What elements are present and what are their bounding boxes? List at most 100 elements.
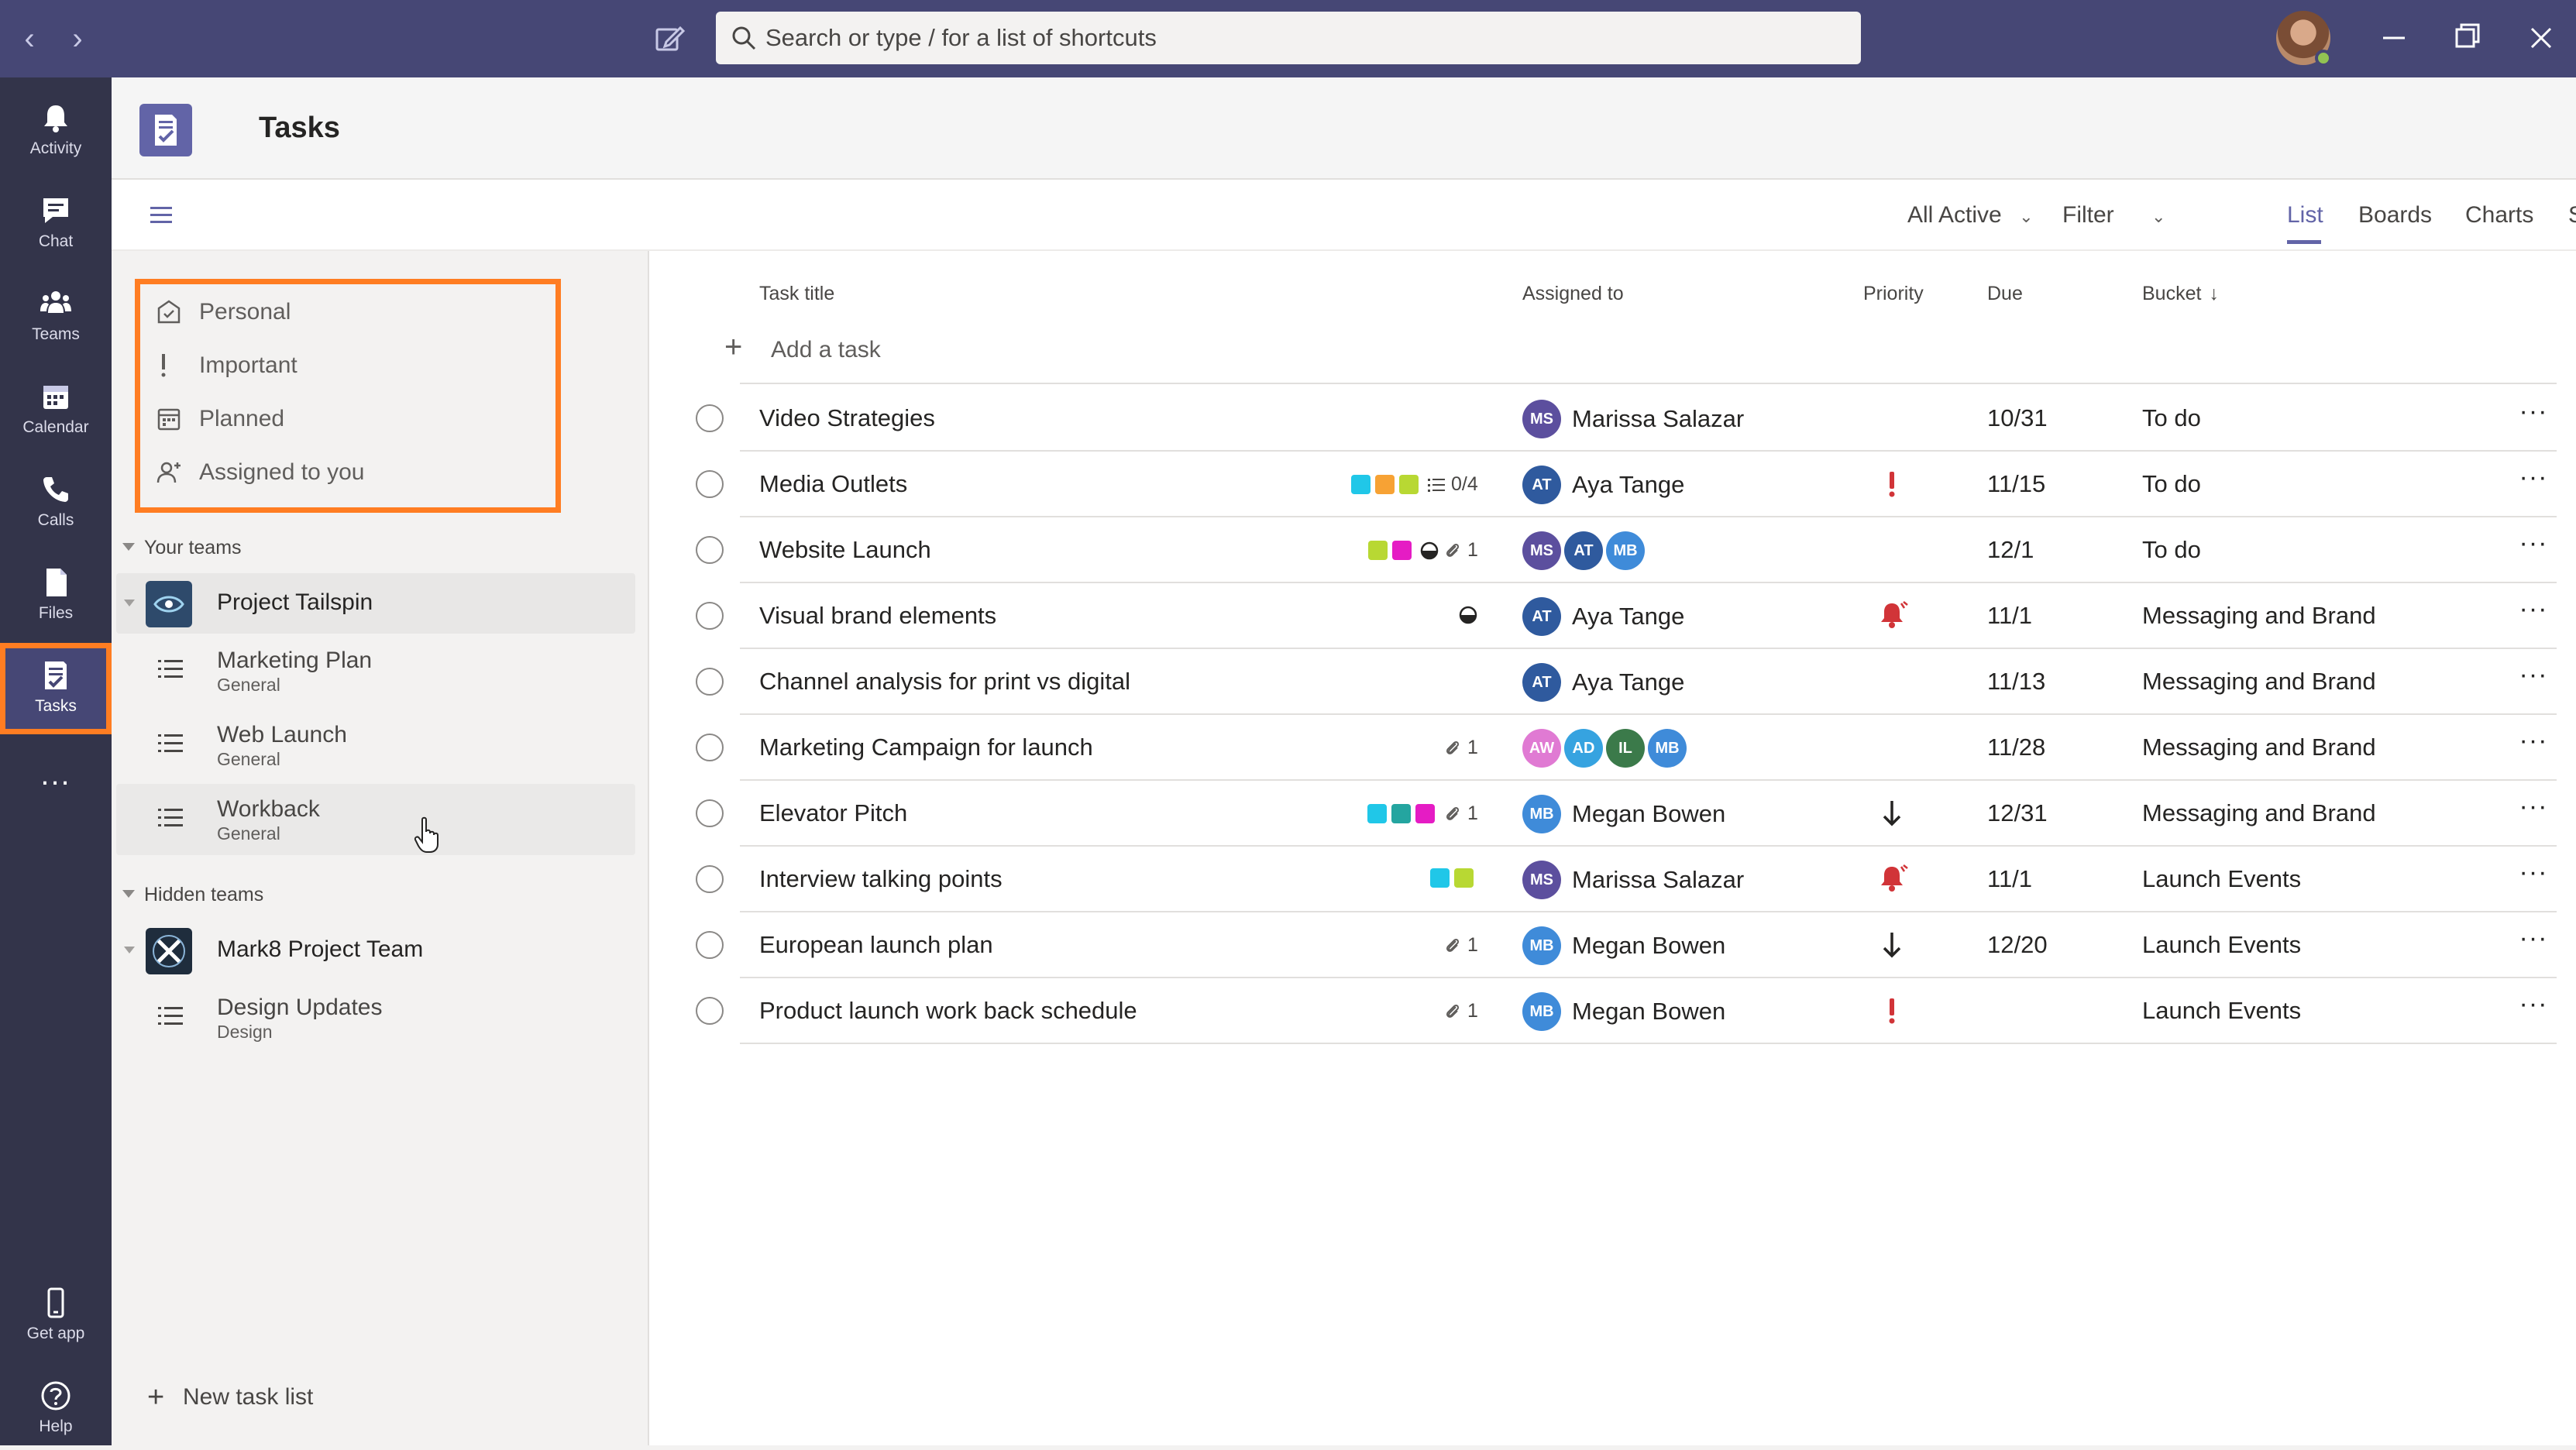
bucket-name[interactable]: Messaging and Brand (2142, 799, 2376, 826)
complete-checkbox[interactable] (696, 865, 724, 893)
list-workback[interactable]: Workback General (116, 784, 635, 855)
profile-avatar[interactable] (2276, 11, 2332, 67)
more-options-icon[interactable]: ··· (2519, 726, 2548, 755)
list-design-updates[interactable]: Design Updates Design (116, 982, 635, 1053)
assignees[interactable]: MB Megan Bowen (1522, 926, 1725, 965)
complete-checkbox[interactable] (696, 404, 724, 432)
task-row-product-launch-work-back-schedule[interactable]: Product launch work back schedule 1 MB Mega… (651, 978, 2557, 1044)
search-box[interactable] (716, 12, 1861, 64)
team-project-tailspin[interactable]: Project Tailspin (116, 573, 635, 634)
task-title[interactable]: Product launch work back schedule (759, 997, 1137, 1024)
complete-checkbox[interactable] (696, 997, 724, 1025)
complete-checkbox[interactable] (696, 602, 724, 630)
task-title[interactable]: Channel analysis for print vs digital (759, 668, 1131, 695)
rail-item-calendar[interactable]: Calendar (0, 364, 112, 455)
more-options-icon[interactable]: ··· (2519, 857, 2548, 887)
complete-checkbox[interactable] (696, 734, 724, 761)
column-header-due[interactable]: Due (1987, 283, 2023, 304)
more-apps-icon[interactable]: ... (40, 758, 71, 792)
rail-item-activity[interactable]: Activity (0, 85, 112, 177)
due-date[interactable]: 11/1 (1987, 602, 2033, 629)
task-title[interactable]: Interview talking points (759, 865, 1003, 892)
more-options-icon[interactable]: ··· (2519, 594, 2548, 624)
column-header-priority[interactable]: Priority (1863, 283, 1924, 304)
close-icon[interactable] (2518, 12, 2564, 64)
task-row-elevator-pitch[interactable]: Elevator Pitch 1 MB Megan Bowen 12/31 Messagi… (651, 781, 2557, 847)
add-task-row[interactable]: + Add a task (724, 314, 2557, 384)
due-date[interactable]: 12/31 (1987, 799, 2048, 826)
complete-checkbox[interactable] (696, 931, 724, 959)
compose-icon[interactable] (649, 19, 690, 59)
tab-schedule[interactable]: Schedule (2568, 200, 2576, 231)
due-date[interactable]: 12/20 (1987, 931, 2048, 958)
tab-list[interactable]: List (2287, 202, 2323, 228)
complete-checkbox[interactable] (696, 536, 724, 564)
rail-item-tasks[interactable]: Tasks (0, 643, 112, 734)
smart-list-personal[interactable]: Personal (156, 286, 543, 337)
smart-list-planned[interactable]: Planned (156, 393, 543, 444)
back-arrow-icon[interactable]: ‹ (24, 22, 35, 56)
your-teams-section[interactable]: Your teams (122, 534, 242, 561)
rail-item-get-app[interactable]: Get app (0, 1270, 112, 1362)
task-title[interactable]: European launch plan (759, 931, 993, 958)
tab-boards[interactable]: Boards (2358, 202, 2433, 228)
bucket-name[interactable]: To do (2142, 536, 2201, 563)
more-options-icon[interactable]: ··· (2519, 397, 2548, 426)
bucket-name[interactable]: Launch Events (2142, 931, 2302, 958)
bucket-name[interactable]: Messaging and Brand (2142, 668, 2376, 695)
assignees[interactable]: AT Aya Tange (1522, 663, 1684, 702)
hamburger-menu-icon[interactable] (146, 203, 177, 228)
more-options-icon[interactable]: ··· (2519, 660, 2548, 689)
column-header-title[interactable]: Task title (759, 283, 835, 304)
task-row-video-strategies[interactable]: Video Strategies MS Marissa Salazar 10/31 To… (651, 386, 2557, 452)
more-options-icon[interactable]: ··· (2519, 792, 2548, 821)
due-date[interactable]: 11/15 (1987, 470, 2046, 497)
task-row-interview-talking-points[interactable]: Interview talking points MS Marissa Salaza… (651, 847, 2557, 912)
column-header-assigned[interactable]: Assigned to (1522, 283, 1624, 304)
more-options-icon[interactable]: ··· (2519, 528, 2548, 558)
task-title[interactable]: Video Strategies (759, 404, 935, 431)
assignees[interactable]: AT Aya Tange (1522, 597, 1684, 636)
due-date[interactable]: 12/1 (1987, 536, 2034, 563)
assignees[interactable]: MS AT MB (1522, 531, 1648, 570)
due-date[interactable]: 11/1 (1987, 865, 2033, 892)
task-title[interactable]: Media Outlets (759, 470, 908, 497)
due-date[interactable]: 10/31 (1987, 404, 2048, 431)
column-header-bucket[interactable]: Bucket ↓ (2142, 280, 2219, 307)
more-options-icon[interactable]: ··· (2519, 923, 2548, 953)
more-options-icon[interactable]: ··· (2519, 989, 2548, 1019)
assignees[interactable]: AT Aya Tange (1522, 466, 1684, 504)
assignees[interactable]: MS Marissa Salazar (1522, 861, 1744, 899)
bucket-name[interactable]: Messaging and Brand (2142, 734, 2376, 761)
list-marketing-plan[interactable]: Marketing Plan General (116, 635, 635, 706)
assignees[interactable]: MB Megan Bowen (1522, 795, 1725, 833)
task-row-website-launch[interactable]: Website Launch 1 MS AT MB 12/1 To do ··· (651, 517, 2557, 583)
task-row-media-outlets[interactable]: Media Outlets 0/4 AT Aya Tange 11/15 To do ··· (651, 452, 2557, 517)
task-row-european-launch-plan[interactable]: European launch plan 1 MB Megan Bowen 12/20 L… (651, 912, 2557, 978)
task-title[interactable]: Elevator Pitch (759, 799, 908, 826)
more-options-icon[interactable]: ··· (2519, 462, 2548, 492)
due-date[interactable]: 11/28 (1987, 734, 2046, 761)
tab-charts[interactable]: Charts (2465, 202, 2534, 228)
restore-icon[interactable] (2444, 12, 2491, 64)
smart-list-assigned-to-you[interactable]: Assigned to you (156, 446, 543, 497)
forward-arrow-icon[interactable]: › (72, 22, 83, 56)
hidden-teams-section[interactable]: Hidden teams (122, 881, 263, 908)
task-row-marketing-campaign-for-launch[interactable]: Marketing Campaign for launch 1 AW AD IL MB 11… (651, 715, 2557, 781)
bucket-name[interactable]: To do (2142, 404, 2201, 431)
complete-checkbox[interactable] (696, 799, 724, 827)
new-task-list-button[interactable]: + New task list (147, 1382, 313, 1413)
minimize-icon[interactable] (2371, 12, 2417, 64)
task-row-visual-brand-elements[interactable]: Visual brand elements AT Aya Tange 11/1 Mess… (651, 583, 2557, 649)
bucket-name[interactable]: Launch Events (2142, 997, 2302, 1024)
task-title[interactable]: Website Launch (759, 536, 931, 563)
task-title[interactable]: Marketing Campaign for launch (759, 734, 1093, 761)
task-title[interactable]: Visual brand elements (759, 602, 997, 629)
rail-item-help[interactable]: Help (0, 1363, 112, 1450)
rail-item-chat[interactable]: Chat (0, 178, 112, 270)
assignees[interactable]: AW AD IL MB (1522, 729, 1690, 768)
assignees[interactable]: MS Marissa Salazar (1522, 400, 1744, 438)
filter-button[interactable]: Filter ⌄ (2062, 200, 2165, 232)
task-row-channel-analysis-for-print-vs-digital[interactable]: Channel analysis for print vs digital AT A… (651, 649, 2557, 715)
bucket-name[interactable]: Messaging and Brand (2142, 602, 2376, 629)
